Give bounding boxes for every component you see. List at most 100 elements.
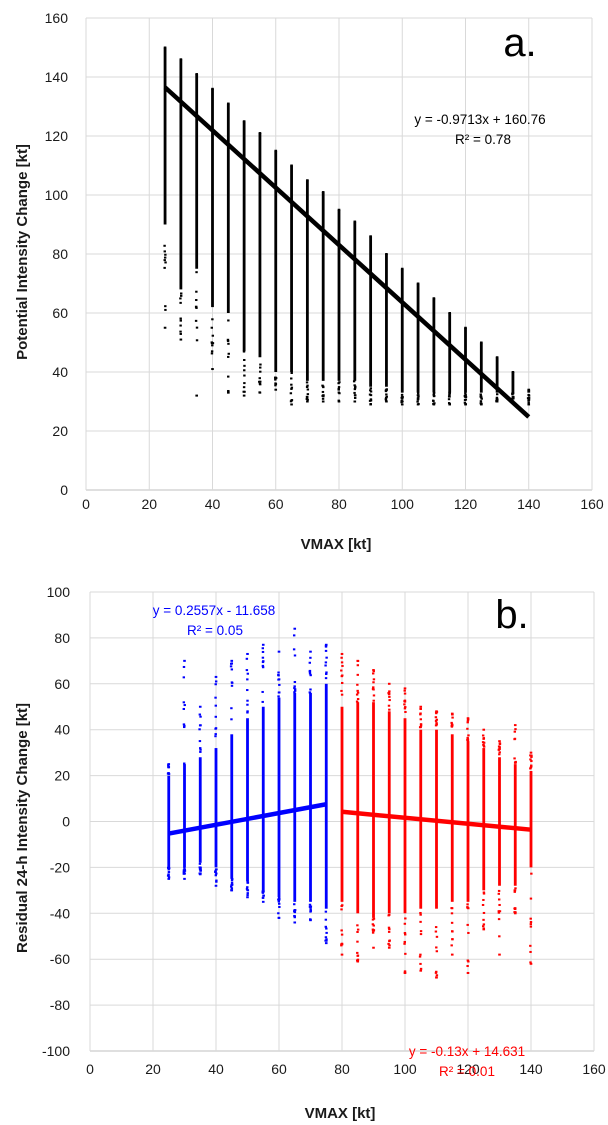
data-point — [230, 879, 234, 882]
data-point — [243, 382, 246, 385]
data-point — [340, 661, 344, 664]
data-point — [466, 736, 469, 739]
data-point — [305, 395, 309, 398]
data-point — [183, 866, 186, 869]
data-point — [482, 911, 486, 914]
data-point — [434, 930, 438, 933]
data-point — [467, 734, 470, 737]
data-point-extreme — [387, 682, 391, 685]
trendline — [163, 85, 531, 419]
data-point — [419, 920, 422, 923]
data-column-core — [258, 133, 262, 358]
data-point — [530, 872, 533, 875]
data-point — [259, 366, 262, 369]
data-point — [309, 905, 313, 908]
data-point — [246, 672, 250, 675]
data-point — [464, 392, 467, 395]
data-point — [513, 730, 517, 733]
data-point-extreme — [403, 971, 407, 974]
data-point — [404, 706, 407, 709]
data-point — [246, 699, 249, 702]
data-point-extreme — [482, 928, 486, 931]
data-point — [340, 656, 343, 659]
data-point — [434, 724, 438, 727]
data-point — [372, 681, 375, 684]
data-point — [434, 971, 438, 974]
data-point — [417, 395, 420, 398]
data-point — [246, 888, 249, 891]
data-point — [387, 914, 390, 917]
data-point — [352, 380, 356, 383]
data-point — [387, 704, 391, 707]
data-point-extreme — [321, 191, 325, 194]
data-point — [403, 970, 407, 973]
data-point — [321, 384, 324, 387]
data-point — [497, 889, 501, 892]
data-point — [278, 902, 281, 905]
data-point-extreme — [353, 220, 357, 223]
data-point-extreme — [246, 896, 249, 899]
x-tick-label: 120 — [454, 496, 478, 512]
data-point — [229, 885, 233, 888]
data-point — [277, 896, 281, 899]
data-point-extreme — [198, 873, 202, 876]
data-point — [179, 324, 182, 327]
data-point — [293, 688, 297, 691]
data-point — [230, 718, 233, 721]
data-point — [340, 905, 343, 908]
data-point — [163, 244, 166, 247]
data-point — [434, 926, 438, 929]
data-point — [211, 334, 215, 337]
data-point — [435, 718, 439, 721]
data-point — [353, 386, 357, 389]
data-point — [179, 297, 182, 300]
data-point — [466, 923, 469, 926]
data-point-extreme — [482, 728, 486, 731]
data-point — [292, 648, 296, 651]
data-point-extreme — [529, 962, 533, 965]
data-point — [261, 650, 265, 653]
data-point — [356, 954, 359, 957]
data-point — [530, 764, 533, 767]
x-tick-label: 0 — [82, 496, 90, 512]
data-point — [214, 735, 217, 738]
data-point — [450, 921, 454, 924]
data-point — [355, 959, 359, 962]
data-point — [371, 923, 375, 926]
data-column-core — [372, 702, 375, 918]
data-point — [261, 666, 265, 669]
data-point — [369, 390, 373, 393]
data-point — [166, 874, 170, 877]
data-point-extreme — [274, 388, 278, 391]
data-point — [372, 688, 375, 691]
data-point — [262, 660, 265, 663]
data-point — [227, 355, 230, 358]
data-column-core — [305, 180, 309, 381]
data-point — [435, 712, 438, 715]
data-point — [353, 384, 356, 387]
data-point — [448, 392, 451, 395]
data-point — [369, 398, 373, 401]
data-point — [309, 674, 312, 677]
data-point-extreme — [466, 971, 470, 974]
data-point — [231, 878, 234, 881]
data-point — [199, 715, 202, 718]
data-point — [513, 890, 516, 893]
data-point-extreme — [258, 391, 262, 394]
data-point — [259, 370, 262, 373]
data-point-extreme — [211, 87, 214, 90]
data-point — [214, 870, 217, 873]
data-point-extreme — [356, 960, 360, 963]
data-point — [387, 942, 390, 945]
data-point-extreme — [450, 953, 454, 956]
data-point — [388, 940, 391, 943]
data-point-extreme — [419, 969, 423, 972]
data-point — [293, 689, 297, 692]
chart-b-trendlines — [168, 802, 532, 836]
y-tick-label: 0 — [62, 814, 70, 830]
data-point-extreme — [227, 391, 230, 394]
data-point — [277, 912, 280, 915]
data-point-extreme — [480, 341, 483, 344]
data-point — [243, 358, 246, 361]
data-point-extreme — [324, 643, 328, 646]
